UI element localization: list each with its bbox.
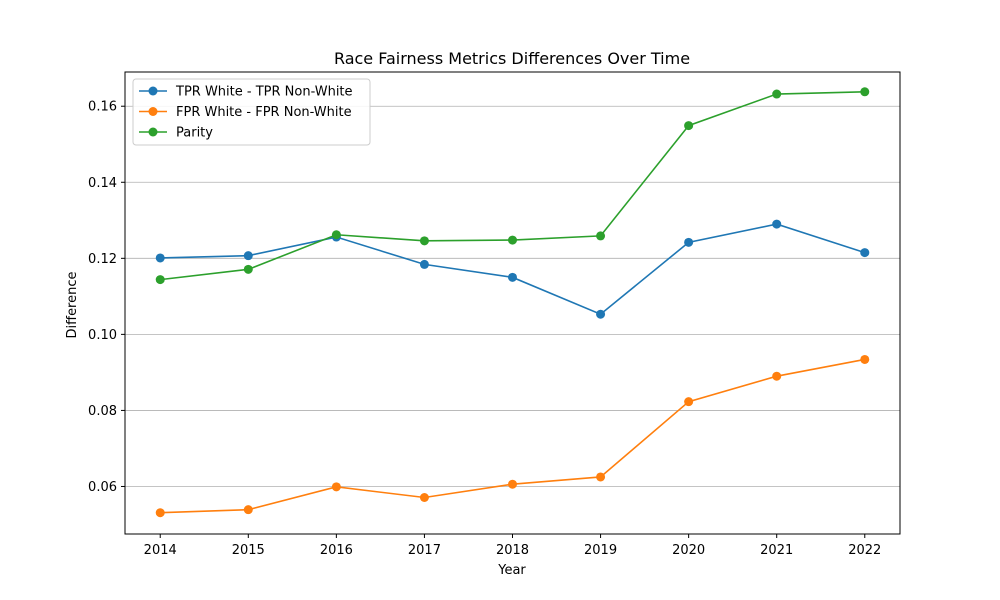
y-tick-label: 0.12 [88,252,117,267]
x-tick-label: 2014 [144,543,177,558]
series-1 [155,354,870,518]
data-point [772,219,782,229]
data-point [419,259,429,269]
x-tick-label: 2016 [320,543,353,558]
x-tick-label: 2015 [232,543,265,558]
x-axis-label: Year [497,563,526,578]
data-point [243,251,253,261]
legend-swatch-marker [148,86,158,96]
legend-item: FPR White - FPR Non-White [139,105,352,120]
x-tick-label: 2021 [760,543,793,558]
data-point [331,482,341,492]
x-tick-label: 2020 [672,543,705,558]
data-point [155,253,165,263]
data-point [596,472,606,482]
data-point [155,275,165,285]
data-point [684,121,694,131]
y-tick-label: 0.08 [88,404,117,419]
x-tick-label: 2019 [584,543,617,558]
data-point [684,397,694,407]
y-tick-label: 0.10 [88,328,117,343]
x-tick-label: 2022 [848,543,881,558]
data-point [772,371,782,381]
data-point [772,89,782,99]
legend: TPR White - TPR Non-White FPR White - FPR… [132,78,371,146]
data-point [243,505,253,515]
data-point [860,87,870,97]
y-tick-label: 0.16 [88,100,117,115]
data-point [419,492,429,502]
data-point [684,237,694,247]
series-2 [155,87,870,285]
chart-title: Race Fairness Metrics Differences Over T… [334,49,690,68]
legend-swatch-marker [148,107,158,116]
legend-label: Parity [176,126,213,141]
y-tick-label: 0.14 [88,176,117,191]
data-point [860,354,870,364]
data-point [331,230,341,240]
y-axis-ticks: 0.06 0.08 0.10 0.12 0.14 0.16 [88,100,125,495]
data-point [596,309,606,319]
data-point [243,264,253,274]
x-tick-label: 2017 [408,543,441,558]
legend-swatch-marker [148,127,158,137]
data-point [508,272,517,282]
y-tick-label: 0.06 [88,480,117,495]
data-point [155,508,165,518]
y-axis-label: Difference [65,271,80,338]
legend-item: TPR White - TPR Non-White [139,85,353,100]
data-point [419,236,429,246]
data-point [508,479,517,489]
legend-item: Parity [139,126,213,141]
legend-box [132,78,371,146]
legend-label: FPR White - FPR Non-White [176,105,352,120]
data-point [596,231,606,241]
x-tick-label: 2018 [496,543,529,558]
series-line [160,358,865,514]
grid-lines [125,105,900,487]
x-axis-ticks: 2014 2015 2016 2017 2018 2019 2020 2021 2022 [144,534,881,558]
data-point [860,248,870,258]
series-0 [155,219,870,319]
data-point [508,235,517,245]
legend-label: TPR White - TPR Non-White [175,85,353,100]
series-layer [155,87,870,518]
